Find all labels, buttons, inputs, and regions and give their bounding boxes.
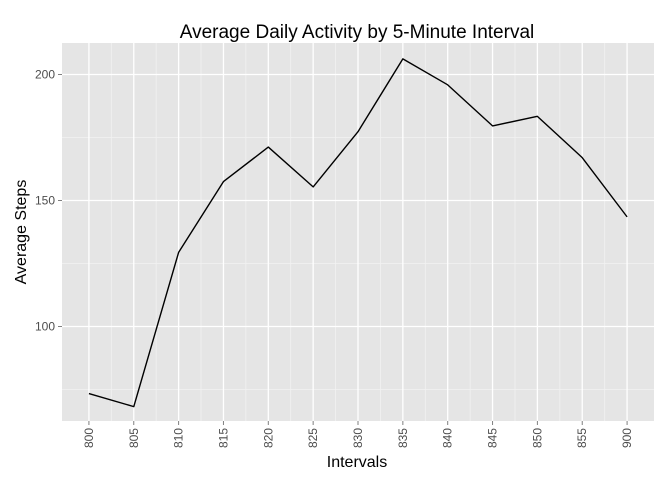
x-tick-label: 855 bbox=[575, 428, 589, 448]
x-tick-label: 830 bbox=[351, 428, 365, 448]
x-tick-label: 845 bbox=[486, 428, 500, 448]
x-axis: 800 805 810 815 820 825 830 835 840 845 850 855 900 bbox=[82, 421, 634, 448]
y-tick-label: 100 bbox=[35, 320, 55, 334]
y-axis: 100 150 200 bbox=[35, 68, 62, 334]
x-tick-label: 815 bbox=[216, 428, 230, 448]
x-tick-label: 805 bbox=[127, 428, 141, 448]
y-axis-title: Average Steps bbox=[13, 180, 30, 285]
x-tick-label: 810 bbox=[172, 428, 186, 448]
series-line bbox=[88, 58, 628, 408]
x-tick-label: 825 bbox=[306, 428, 320, 448]
x-tick-label: 850 bbox=[530, 428, 544, 448]
y-tick-label: 150 bbox=[35, 194, 55, 208]
chart-title: Average Daily Activity by 5-Minute Inter… bbox=[180, 22, 534, 43]
x-axis-title: Intervals bbox=[327, 454, 387, 471]
x-tick-label: 900 bbox=[620, 428, 634, 448]
y-tick-label: 200 bbox=[35, 68, 55, 82]
series-layer bbox=[88, 58, 628, 408]
x-tick-label: 835 bbox=[396, 428, 410, 448]
x-tick-label: 820 bbox=[261, 428, 275, 448]
x-tick-label: 840 bbox=[441, 428, 455, 448]
grid-lines bbox=[62, 43, 654, 421]
x-tick-label: 800 bbox=[82, 428, 96, 448]
